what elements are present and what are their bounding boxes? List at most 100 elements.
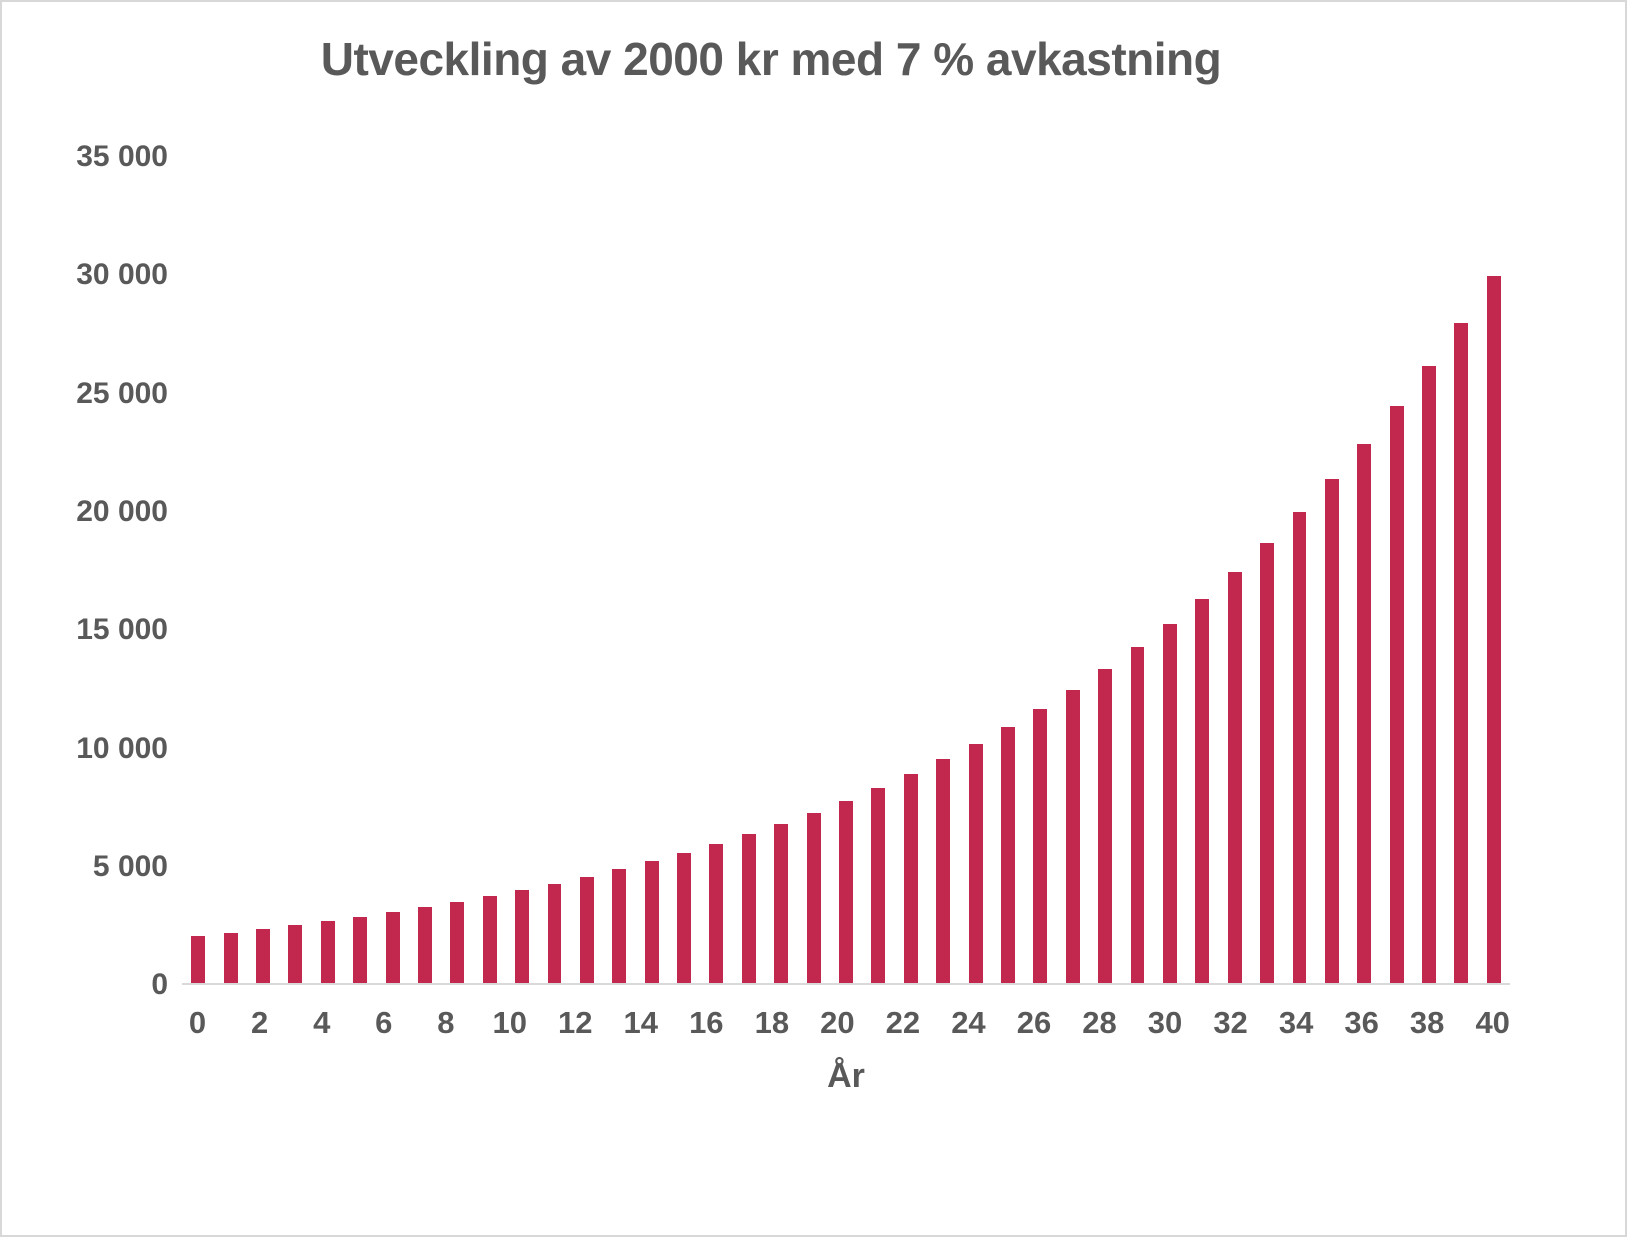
y-axis: 0 5 000 10 000 15 000 20 000 25 000 30 000 35 0… [32, 140, 182, 1001]
bar-year-32 [1227, 571, 1242, 984]
bar-year-25 [1001, 727, 1015, 984]
y-axis-tick-label: 5 000 [92, 849, 168, 883]
bar-year-8 [450, 902, 465, 984]
bar-year-39 [1454, 322, 1469, 984]
bar-slot [668, 157, 700, 984]
bar-slot [1348, 157, 1380, 984]
bar-slot [733, 157, 765, 984]
y-axis-tick-label: 15 000 [76, 613, 168, 647]
bar-year-36 [1357, 443, 1372, 984]
bar-slot [538, 157, 570, 984]
bar-year-7 [417, 907, 432, 984]
bar-slot [474, 157, 506, 984]
bar-slot [1445, 157, 1477, 984]
x-axis-tick-label [920, 1005, 951, 1041]
bar-slot [1283, 157, 1315, 984]
bar-year-1 [223, 932, 238, 984]
bar-year-23 [936, 759, 951, 984]
y-axis-tick-label: 35 000 [76, 140, 168, 174]
bar-slot [1316, 157, 1348, 984]
bar-slot [1024, 157, 1056, 984]
bar-year-14 [644, 861, 659, 984]
bar-slot [830, 157, 862, 984]
bar-slot [959, 157, 991, 984]
x-axis-tick-label [855, 1005, 886, 1041]
bar-year-6 [385, 912, 400, 984]
bar-year-40 [1486, 276, 1501, 984]
bar-slot [1413, 157, 1445, 984]
x-axis-tick-label: 16 [689, 1005, 724, 1041]
x-axis-tick-label: 14 [623, 1005, 659, 1041]
x-axis-tick-label [592, 1005, 623, 1041]
bar-slot [376, 157, 408, 984]
chart-title: Utveckling av 2000 kr med 7 % avkastning [320, 33, 1222, 85]
x-axis-tick-label [1313, 1005, 1344, 1041]
bar-slot [1089, 157, 1121, 984]
bar-year-3 [288, 925, 303, 984]
bar-slot [927, 157, 959, 984]
x-axis-tick-label: 28 [1082, 1005, 1117, 1041]
bar-slot [182, 157, 214, 984]
bar-year-24 [968, 743, 983, 984]
x-axis-tick-label: 32 [1213, 1005, 1248, 1041]
bar-slot [247, 157, 279, 984]
x-axis-tick-label: 20 [820, 1005, 855, 1041]
bar-year-30 [1162, 623, 1177, 984]
x-axis-tick-label: 2 [250, 1005, 269, 1041]
bar-slot [312, 157, 344, 984]
bar-year-15 [677, 852, 692, 984]
bar-slot [1478, 157, 1510, 984]
bar-year-12 [579, 876, 594, 984]
bar-slot [1219, 157, 1251, 984]
bar-year-4 [320, 921, 335, 984]
bar-year-5 [353, 917, 368, 984]
x-axis-tick-label: 24 [951, 1005, 986, 1041]
bars-container [182, 157, 1510, 984]
y-axis-tick-label: 25 000 [76, 376, 168, 410]
x-axis-tick-label: 6 [375, 1005, 393, 1041]
bar-year-16 [709, 843, 724, 984]
bar-slot [1251, 157, 1283, 984]
x-axis-tick-label [275, 1005, 306, 1041]
x-axis-tick-label [1444, 1005, 1475, 1041]
x-axis-tick-label: 10 [492, 1005, 527, 1041]
bar-year-17 [741, 834, 756, 984]
x-axis-tick-label: 26 [1016, 1005, 1052, 1041]
bar-year-26 [1033, 709, 1048, 984]
bar-year-29 [1130, 647, 1145, 984]
bar-slot [441, 157, 473, 984]
bar-year-37 [1389, 406, 1404, 984]
x-axis-tick-label: 4 [313, 1005, 331, 1041]
bar-year-27 [1065, 689, 1080, 984]
plot-area [182, 157, 1510, 986]
bar-year-34 [1292, 512, 1307, 984]
bar-slot [1057, 157, 1089, 984]
x-axis-tick-label: 18 [754, 1005, 790, 1041]
x-axis-tick-label: 40 [1475, 1005, 1510, 1041]
bar-year-20 [839, 800, 853, 984]
bar-slot [895, 157, 927, 984]
bar-year-18 [774, 823, 789, 984]
x-axis-tick-label: 36 [1344, 1005, 1379, 1041]
x-axis-tick-label [1182, 1005, 1213, 1041]
x-axis-tick-label: 12 [558, 1005, 593, 1041]
bar-slot [603, 157, 635, 984]
x-axis-tick-label [1051, 1005, 1082, 1041]
bar-slot [506, 157, 538, 984]
bar-slot [344, 157, 376, 984]
bar-slot [279, 157, 311, 984]
bar-slot [571, 157, 603, 984]
bar-year-0 [191, 936, 206, 984]
bar-slot [797, 157, 829, 984]
bar-year-21 [871, 787, 886, 984]
x-axis-tick-label: 30 [1147, 1005, 1183, 1041]
bar-slot [214, 157, 246, 984]
y-axis-tick-label: 10 000 [76, 731, 168, 765]
x-axis-tick-label: 22 [885, 1005, 921, 1041]
bar-year-31 [1195, 598, 1210, 984]
y-axis-tick-label: 20 000 [76, 495, 168, 529]
x-axis-tick-label [986, 1005, 1017, 1041]
bar-year-35 [1324, 479, 1339, 984]
bar-slot [409, 157, 441, 984]
